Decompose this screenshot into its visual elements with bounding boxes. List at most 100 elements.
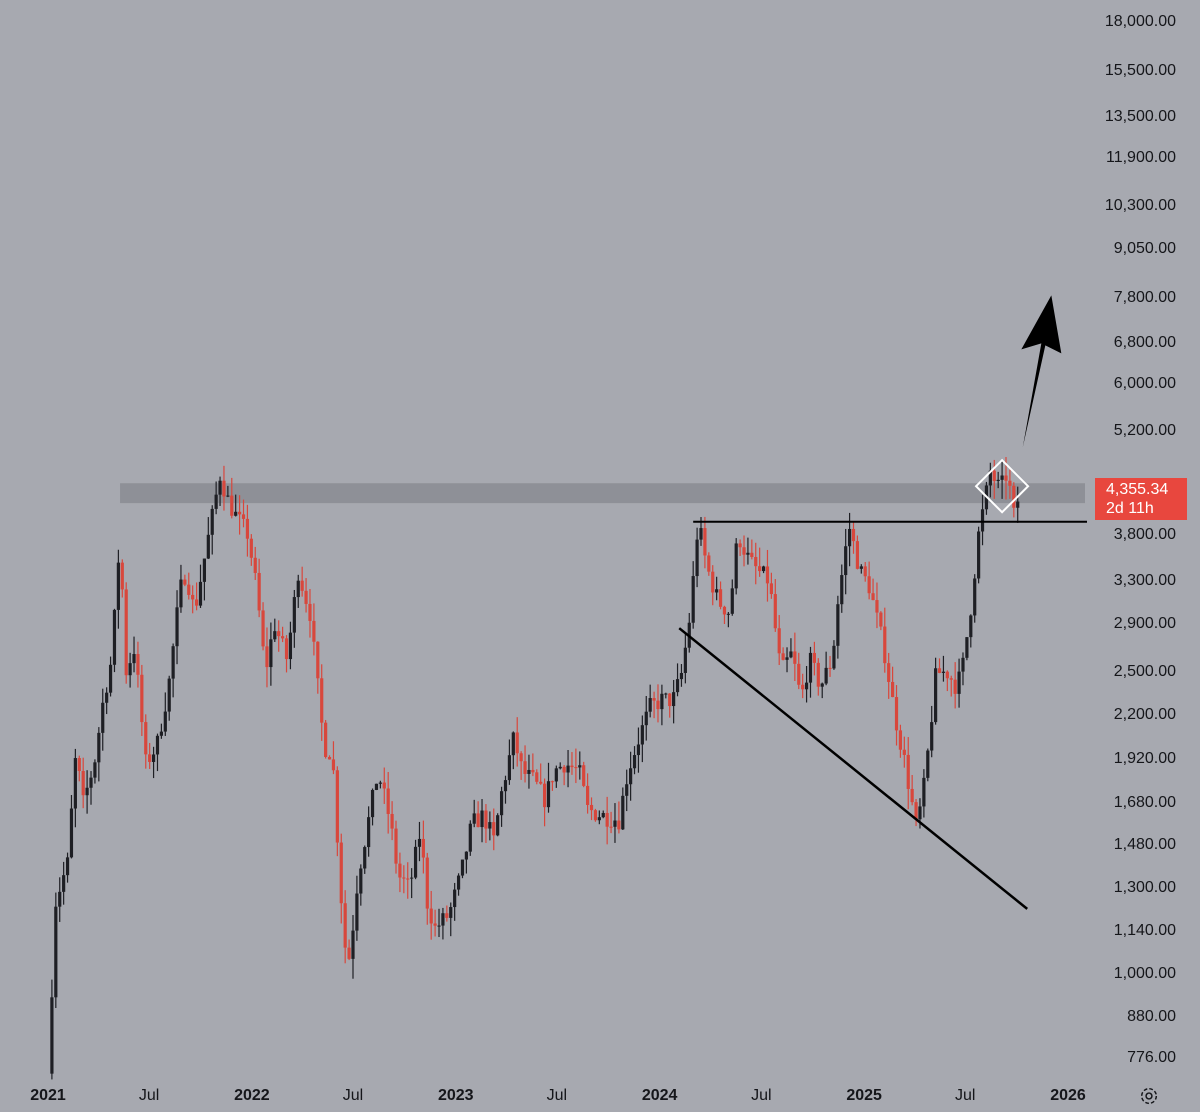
candle-body xyxy=(50,997,54,1074)
candle-body xyxy=(93,762,97,778)
candle-body xyxy=(1008,480,1012,486)
candle-body xyxy=(417,838,422,847)
candle-body xyxy=(883,626,887,664)
y-tick-label: 1,480.00 xyxy=(1113,836,1176,854)
candle-body xyxy=(472,813,476,824)
candle-body xyxy=(660,693,664,710)
candle-body xyxy=(597,817,601,821)
y-tick-label: 3,300.00 xyxy=(1113,572,1176,589)
candle-body xyxy=(965,637,969,658)
candle-body xyxy=(679,672,684,680)
candle-body xyxy=(300,580,304,591)
y-tick-label: 2,500.00 xyxy=(1113,663,1176,681)
candle-body xyxy=(558,766,562,769)
bar-countdown: 2d 11h xyxy=(1106,500,1154,517)
candle-body xyxy=(347,947,351,959)
candle-body xyxy=(339,842,343,904)
candle-body xyxy=(1016,501,1020,508)
candle-body xyxy=(97,732,101,763)
candle-body xyxy=(824,667,828,684)
candle-body xyxy=(902,749,906,755)
candle-body xyxy=(867,576,871,594)
candle-body xyxy=(480,810,484,828)
last-price-badge: 4,355.34 2d 11h xyxy=(1095,478,1187,520)
candle-body xyxy=(89,777,93,788)
candle-body xyxy=(324,722,328,757)
candle-body xyxy=(941,671,946,673)
candle-body xyxy=(773,594,777,629)
candle-body xyxy=(105,692,109,703)
candle-body xyxy=(914,802,918,820)
candle-body xyxy=(226,495,230,497)
candle-body xyxy=(906,754,910,789)
candle-body xyxy=(820,683,824,687)
x-tick-label: 2024 xyxy=(641,1087,678,1104)
candle-body xyxy=(562,766,566,773)
candle-body xyxy=(722,606,727,615)
candle-body xyxy=(695,539,699,577)
candle-body xyxy=(507,755,512,781)
candle-body xyxy=(58,891,62,907)
candle-body xyxy=(1004,475,1008,481)
y-tick-label: 1,140.00 xyxy=(1113,922,1176,940)
candle-body xyxy=(582,765,586,786)
candle-body xyxy=(531,769,535,773)
candle-body xyxy=(527,769,531,774)
candle-body xyxy=(210,508,214,535)
candle-body xyxy=(519,753,523,762)
candle-body xyxy=(797,663,801,685)
candle-body xyxy=(370,789,375,818)
candle-body xyxy=(445,913,449,918)
last-price: 4,355.34 xyxy=(1106,481,1169,498)
candle-body xyxy=(140,674,144,723)
y-tick-label: 5,200.00 xyxy=(1113,422,1176,440)
candle-body xyxy=(703,528,707,556)
candle-body xyxy=(304,590,308,604)
candle-body xyxy=(523,761,527,774)
candle-body xyxy=(816,662,820,687)
candle-body xyxy=(320,678,324,723)
candle-body xyxy=(781,653,785,660)
candle-body xyxy=(292,597,296,633)
candle-body xyxy=(85,787,89,796)
candle-body xyxy=(664,693,668,695)
candle-body xyxy=(488,822,492,829)
candle-body xyxy=(922,777,926,807)
candle-body xyxy=(851,528,856,542)
candle-body xyxy=(273,631,277,640)
candle-body xyxy=(953,679,957,694)
candle-body xyxy=(934,668,938,723)
candle-body xyxy=(429,908,433,924)
candle-body xyxy=(241,514,246,519)
candle-body xyxy=(441,913,445,926)
candle-body xyxy=(617,820,621,830)
candle-body xyxy=(128,663,132,676)
candles-group xyxy=(50,457,1020,1080)
candle-body xyxy=(840,575,844,605)
candle-body xyxy=(621,795,625,830)
candle-body xyxy=(691,576,695,623)
candle-body xyxy=(574,767,578,769)
settings-icon[interactable] xyxy=(1138,1085,1160,1107)
y-tick-label: 9,050.00 xyxy=(1113,239,1176,257)
candle-body xyxy=(847,528,852,547)
y-tick-label: 1,300.00 xyxy=(1113,878,1176,896)
candle-body xyxy=(625,784,629,796)
candle-body xyxy=(828,667,832,669)
candle-body xyxy=(433,923,437,926)
candle-body xyxy=(957,671,961,694)
y-tick-label: 6,000.00 xyxy=(1113,375,1176,392)
x-tick-label: Jul xyxy=(546,1087,568,1104)
candle-body xyxy=(918,806,922,820)
candle-body xyxy=(296,580,300,598)
candle-body xyxy=(699,528,703,540)
y-tick-label: 7,800.00 xyxy=(1113,288,1176,306)
y-tick-label: 1,000.00 xyxy=(1113,965,1176,983)
candle-body xyxy=(535,772,539,782)
candle-body xyxy=(629,768,633,785)
candle-body xyxy=(656,700,660,710)
candle-body xyxy=(742,547,746,555)
y-tick-label: 10,300.00 xyxy=(1104,196,1176,214)
x-tick-label: Jul xyxy=(751,1087,772,1104)
